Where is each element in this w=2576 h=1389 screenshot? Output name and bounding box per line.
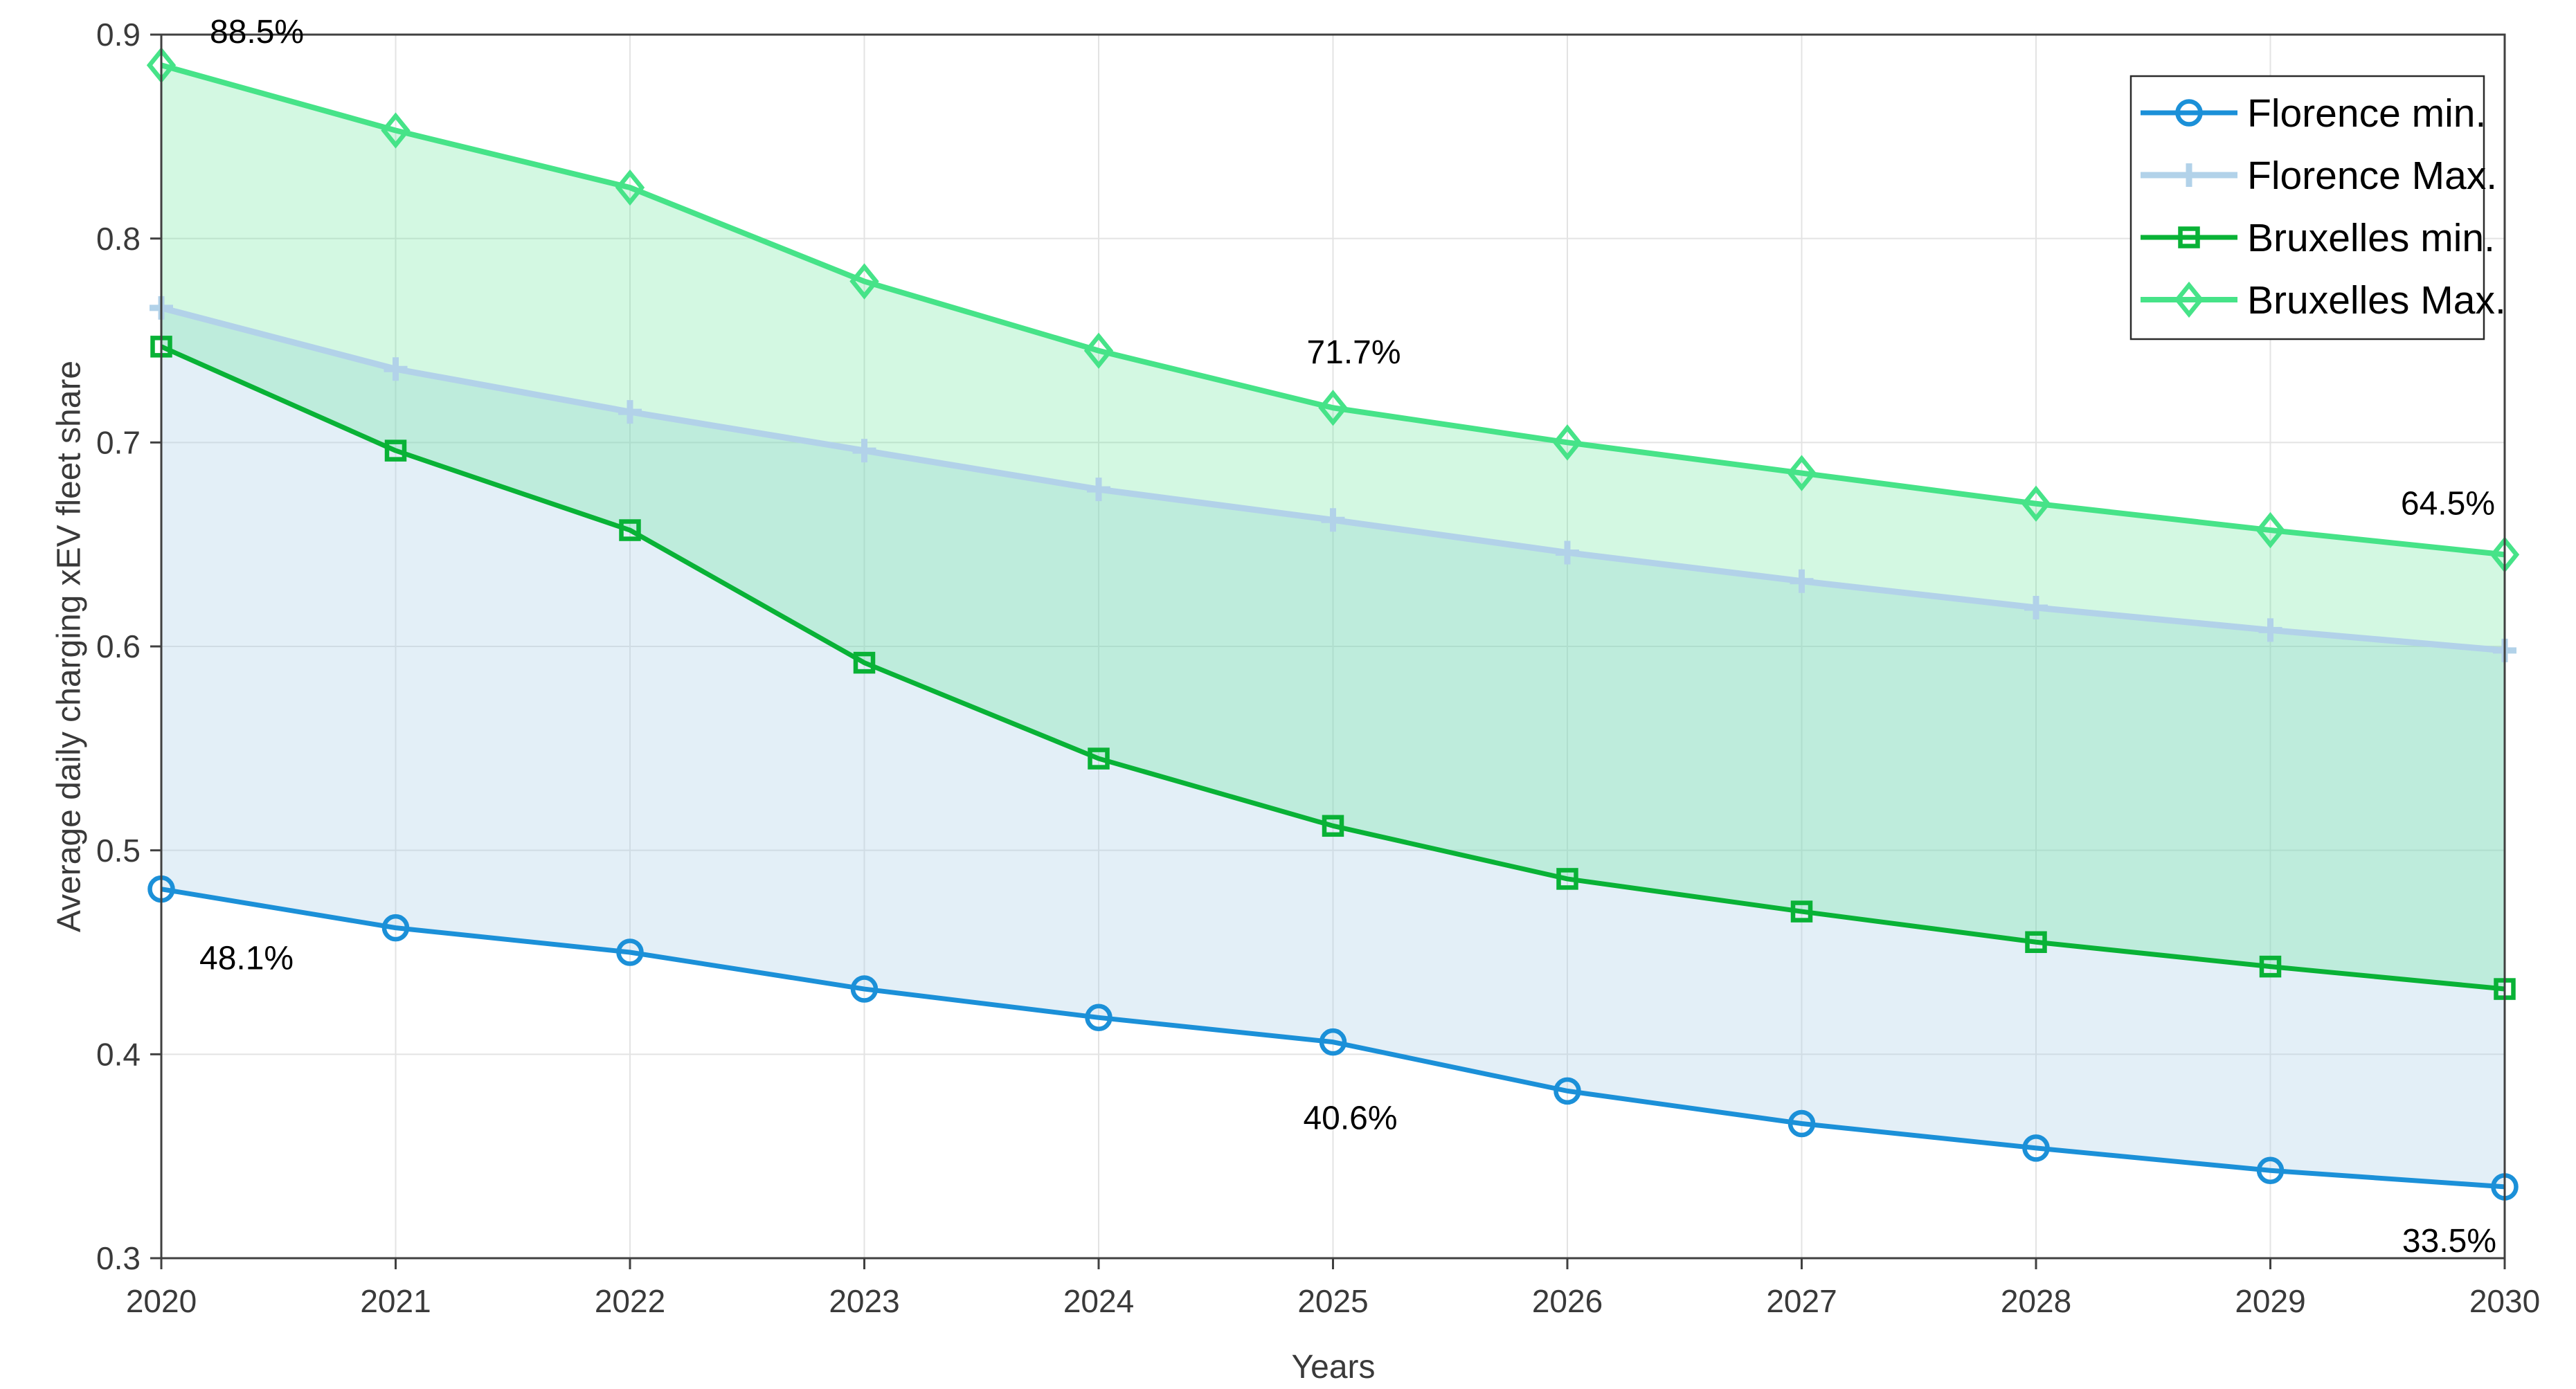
marker-florence-max	[1321, 508, 1345, 532]
series-line-florence-min	[161, 887, 2505, 1190]
band-florence-range	[161, 307, 2505, 1187]
series-line-bruxelles-min	[160, 344, 2505, 992]
data-label: 33.5%	[2402, 1223, 2496, 1260]
marker-florence-min	[850, 975, 879, 1003]
marker-florence-max	[852, 439, 876, 463]
marker-florence-max	[1790, 569, 1814, 593]
marker-bruxelles-min	[619, 519, 641, 541]
y-tick-label: 0.4	[96, 1036, 141, 1072]
marker-florence-max	[384, 357, 408, 381]
marker-bruxelles-min	[1322, 815, 1344, 837]
legend-item-label: Florence Max.	[2247, 154, 2497, 198]
marker-florence-max	[2258, 618, 2282, 642]
y-tick-label: 0.6	[96, 628, 141, 664]
marker-bruxelles-max	[849, 263, 879, 300]
marker-florence-max	[2024, 596, 2048, 620]
y-axis-title: Average daily charging xEV fleet share	[51, 360, 88, 933]
legend-marker-plus	[2177, 163, 2201, 187]
marker-florence-max	[1556, 541, 1579, 565]
marker-florence-min	[1787, 1109, 1816, 1138]
series-line-bruxelles-max	[160, 62, 2505, 558]
tick-label-layer: 2020 2021 2022 2023 2024 2025 2026 2027 2028 2029…	[96, 17, 2540, 1319]
x-tick-label: 2027	[1766, 1283, 1837, 1319]
marker-florence-min	[2022, 1134, 2050, 1162]
marker-bruxelles-min	[1790, 900, 1813, 923]
x-tick-label: 2021	[360, 1283, 431, 1319]
marker-bruxelles-max	[615, 169, 645, 206]
x-tick-label: 2030	[2469, 1283, 2540, 1319]
marker-florence-min	[1553, 1077, 1581, 1105]
legend-marker-diamond	[2174, 281, 2204, 318]
x-tick-label: 2024	[1063, 1283, 1134, 1319]
marker-bruxelles-min	[384, 439, 407, 462]
marker-bruxelles-max	[2021, 485, 2051, 522]
marker-bruxelles-max	[1083, 332, 1114, 369]
x-tick-label: 2022	[595, 1283, 665, 1319]
marker-bruxelles-max	[381, 112, 411, 149]
axes-layer	[150, 33, 2506, 1269]
x-tick-label: 2023	[829, 1283, 899, 1319]
legend-box	[2129, 75, 2485, 341]
legend-item-label: Bruxelles min.	[2247, 216, 2495, 260]
marker-florence-max	[1087, 478, 1110, 502]
legend-item-bruxelles-max: Bruxelles Max.	[2141, 278, 2506, 323]
marker-bruxelles-max	[2255, 511, 2285, 549]
marker-florence-min	[381, 914, 410, 942]
data-label: 48.1%	[199, 941, 294, 977]
x-tick-label: 2020	[126, 1283, 197, 1319]
legend-item-florence-min: Florence min.	[2141, 91, 2486, 136]
legend-item-bruxelles-min: Bruxelles min.	[2141, 216, 2495, 260]
marker-bruxelles-min	[2025, 931, 2047, 954]
marker-bruxelles-max	[1552, 424, 1583, 461]
y-tick-label: 0.8	[96, 221, 141, 257]
series-markers-bruxelles-max	[146, 47, 2520, 573]
data-label: 64.5%	[2401, 485, 2495, 522]
y-tick-label: 0.9	[96, 17, 141, 53]
marker-bruxelles-max	[1787, 455, 1817, 491]
series-markers-bruxelles-min	[150, 336, 2516, 1000]
marker-bruxelles-min	[853, 651, 876, 674]
legend-marker-circle	[2175, 99, 2203, 127]
x-tick-label: 2026	[1532, 1283, 1603, 1319]
legend-item-label: Bruxelles Max.	[2247, 278, 2506, 323]
y-tick-label: 0.3	[96, 1240, 141, 1276]
data-label: 40.6%	[1303, 1100, 1397, 1137]
x-axis-title: Years	[1291, 1349, 1376, 1386]
x-tick-label: 2025	[1297, 1283, 1368, 1319]
x-tick-label: 2028	[2001, 1283, 2071, 1319]
marker-florence-min	[616, 938, 644, 966]
annotation-layer: 88.5% 71.7% 64.5% 48.1% 40.6% 33.5%	[199, 14, 2496, 1260]
legend-item-florence-max: Florence Max.	[2141, 154, 2497, 198]
data-label: 88.5%	[210, 14, 304, 51]
marker-bruxelles-max	[1318, 390, 1348, 426]
marker-florence-min	[1085, 1004, 1113, 1032]
marker-florence-min	[2256, 1156, 2285, 1185]
legend: Florence min. Florence Max. Bruxelles min.…	[2129, 75, 2506, 341]
x-tick-label: 2029	[2235, 1283, 2305, 1319]
marker-bruxelles-min	[1088, 747, 1110, 770]
marker-florence-max	[618, 400, 642, 424]
y-tick-label: 0.7	[96, 424, 141, 460]
marker-florence-min	[1319, 1028, 1347, 1056]
y-tick-label: 0.5	[96, 833, 141, 869]
data-label: 71.7%	[1306, 334, 1400, 371]
legend-marker-square	[2178, 226, 2200, 248]
legend-item-label: Florence min.	[2247, 91, 2486, 136]
marker-bruxelles-min	[2259, 955, 2282, 978]
marker-bruxelles-min	[1556, 868, 1578, 890]
